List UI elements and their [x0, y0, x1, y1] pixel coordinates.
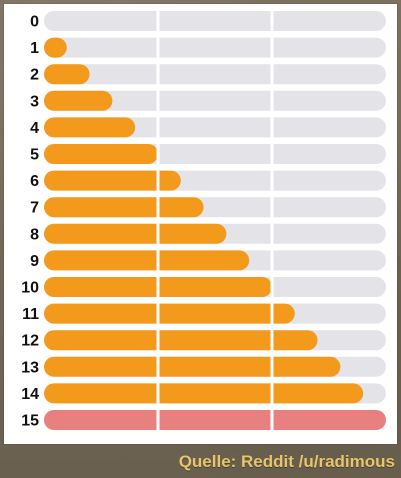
bar-track [44, 37, 386, 58]
category-label-0: 0 [30, 14, 39, 31]
bar-4 [44, 117, 136, 138]
bar-1 [44, 37, 67, 58]
category-label-10: 10 [21, 280, 39, 297]
category-label-15: 15 [21, 413, 39, 430]
category-label-5: 5 [30, 147, 39, 164]
category-label-9: 9 [30, 253, 39, 270]
bar-9 [44, 250, 250, 271]
category-label-7: 7 [30, 200, 39, 217]
bar-5 [44, 144, 158, 164]
category-label-12: 12 [21, 333, 39, 350]
category-label-3: 3 [30, 93, 39, 110]
category-label-1: 1 [30, 40, 39, 57]
bar-12 [44, 330, 318, 351]
bar-track [44, 64, 386, 85]
bar-11 [44, 303, 295, 324]
category-label-2: 2 [30, 67, 39, 84]
category-label-6: 6 [30, 173, 39, 190]
category-label-13: 13 [21, 359, 39, 376]
bar-6 [44, 170, 181, 191]
bar-2 [44, 64, 90, 85]
bar-7 [44, 197, 204, 218]
category-label-8: 8 [30, 226, 39, 243]
category-label-11: 11 [22, 306, 39, 323]
source-credit: Quelle: Reddit /u/radimous [178, 452, 395, 471]
bar-track [44, 11, 386, 31]
bar-14 [44, 383, 364, 404]
bar-15 [44, 410, 386, 430]
gridlines [156, 8, 274, 436]
bars [44, 37, 386, 430]
bar-3 [44, 90, 113, 111]
category-label-14: 14 [21, 386, 39, 403]
bar-13 [44, 356, 341, 377]
bar-8 [44, 223, 227, 244]
category-label-4: 4 [30, 120, 39, 137]
chart-panel: 0 1 2 3 4 5 6 7 8 9 10 11 12 13 14 15 [4, 4, 397, 444]
bar-track [44, 90, 386, 111]
